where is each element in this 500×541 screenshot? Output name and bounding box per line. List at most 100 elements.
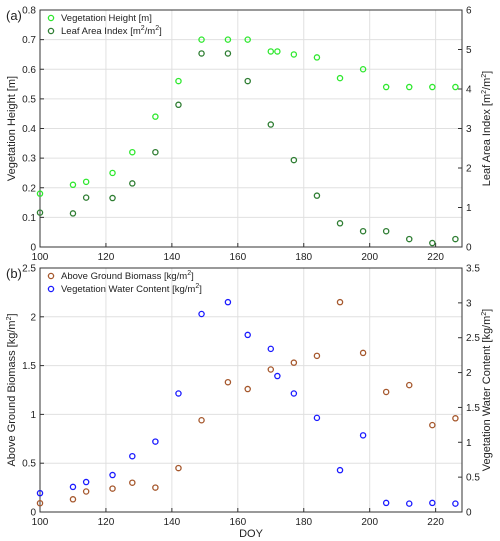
y2-axis-label-text: Leaf Area Index [m (481, 94, 493, 186)
legend-superscript: 2 (187, 270, 191, 277)
data-point-right-series-1 (224, 50, 232, 57)
data-point-left-series-0 (109, 169, 116, 177)
legend-marker (47, 272, 55, 280)
y2-tick-label: 1.5 (466, 403, 480, 414)
y2-tick-label: 1 (466, 438, 472, 449)
y-tick-label: 1 (30, 410, 36, 421)
legend-label-text: Vegetation Water Content [kg/m (61, 284, 195, 295)
data-point-left-series-0 (267, 48, 275, 55)
y2-tick-label: 0 (466, 243, 472, 254)
y-tick-label: 0 (30, 243, 36, 254)
data-point-right-series-1 (244, 331, 251, 339)
x-tick-label: 180 (295, 252, 312, 263)
data-point-right-series-1 (382, 499, 390, 507)
y-tick-label: 0.5 (22, 459, 36, 470)
y2-tick-label: 3 (466, 124, 472, 135)
data-point-right-series-1 (429, 499, 436, 507)
data-point-right-series-1 (429, 239, 436, 247)
data-point-left-series-0 (336, 74, 344, 82)
y-axis-label: Above Ground Biomass [kg/m2] (6, 313, 18, 466)
legend-label-tail: ] (191, 271, 194, 282)
y-tick-label: 0 (30, 508, 36, 519)
data-point-right-series-1 (129, 180, 136, 187)
legend-label: Leaf Area Index [m2/m2] (61, 25, 162, 37)
y-tick-label: 0.3 (22, 154, 36, 165)
data-point-right-series-1 (359, 432, 367, 439)
y2-tick-label: 0 (466, 508, 472, 519)
data-point-left-series-0 (405, 83, 413, 91)
y2-tick-label: 4 (466, 85, 472, 96)
data-point-left-series-0 (224, 378, 232, 386)
data-point-left-series-0 (244, 385, 251, 393)
y-tick-label: 0.2 (22, 183, 36, 194)
data-point-right-series-1 (405, 235, 413, 243)
data-point-left-series-0 (224, 36, 232, 43)
y2-axis-label-middle: /m (481, 78, 493, 90)
data-point-right-series-1 (290, 156, 298, 164)
x-tick-label: 160 (229, 517, 246, 528)
data-point-left-series-0 (452, 83, 459, 91)
data-point-left-series-0 (175, 77, 182, 85)
legend-label-tail: ] (199, 284, 202, 295)
legend-label-text: Above Ground Biomass [kg/m (61, 271, 187, 282)
data-point-right-series-1 (152, 438, 159, 445)
data-point-right-series-1 (267, 121, 275, 128)
y2-tick-label: 6 (466, 6, 472, 17)
y2-axis-label: Leaf Area Index [m2/m2] (481, 71, 493, 186)
x-tick-label: 200 (361, 517, 378, 528)
x-tick-label: 220 (427, 252, 444, 263)
data-point-right-series-1 (82, 194, 90, 201)
data-point-right-series-1 (313, 414, 321, 422)
y-axis-label: Vegetation Height [m] (6, 76, 18, 181)
legend-superscript: 2 (141, 25, 145, 32)
data-point-right-series-1 (452, 235, 459, 243)
x-tick-label: 120 (98, 517, 115, 528)
data-point-left-series-0 (198, 417, 205, 424)
data-point-right-series-1 (152, 148, 159, 156)
legend-label: Vegetation Height [m] (61, 13, 152, 24)
y2-tick-label: 3 (466, 298, 472, 309)
data-point-right-series-1 (359, 227, 367, 235)
data-point-left-series-0 (405, 381, 413, 389)
plot-frame (39, 267, 463, 513)
data-point-right-series-1 (36, 209, 44, 216)
data-point-left-series-0 (82, 488, 90, 495)
y2-axis-label: Vegetation Water Content [kg/m2] (481, 309, 493, 471)
y2-tick-label: 1 (466, 203, 472, 214)
y2-axis-label-superscript: 2 (481, 312, 488, 316)
data-point-left-series-0 (313, 352, 321, 360)
x-tick-label: 160 (229, 252, 246, 263)
data-point-left-series-0 (175, 464, 182, 472)
data-point-left-series-0 (359, 349, 367, 357)
legend-label-middle: /m (145, 26, 156, 37)
data-point-right-series-1 (175, 101, 182, 109)
y-tick-label: 0.8 (22, 6, 36, 17)
data-point-right-series-1 (274, 372, 281, 380)
y2-tick-label: 2 (466, 164, 472, 175)
y-tick-label: 2.5 (22, 264, 36, 275)
legend-marker (47, 27, 55, 35)
data-point-right-series-1 (198, 50, 205, 57)
y2-tick-label: 2.5 (466, 333, 480, 344)
data-point-left-series-0 (336, 298, 344, 306)
y2-axis-label-tail: ] (481, 309, 493, 312)
y-tick-label: 1.5 (22, 361, 36, 372)
y-tick-label: 0.4 (22, 124, 36, 135)
data-point-left-series-0 (290, 51, 298, 58)
x-tick-label: 120 (98, 252, 115, 263)
legend-label-text: Leaf Area Index [m (61, 26, 141, 37)
plot-area (40, 268, 462, 512)
data-point-left-series-0 (244, 36, 251, 43)
legend-superscript: 2 (195, 283, 199, 290)
y-axis-label-superscript: 2 (6, 316, 13, 320)
x-tick-label: 220 (427, 517, 444, 528)
panel-label: (b) (6, 266, 22, 281)
y-tick-label: 0.7 (22, 35, 36, 46)
x-tick-label: 140 (164, 252, 181, 263)
y-tick-label: 0.6 (22, 65, 36, 76)
y2-tick-label: 0.5 (466, 473, 480, 484)
data-point-left-series-0 (429, 421, 436, 429)
data-point-right-series-1 (198, 310, 205, 318)
legend-marker (47, 285, 55, 293)
